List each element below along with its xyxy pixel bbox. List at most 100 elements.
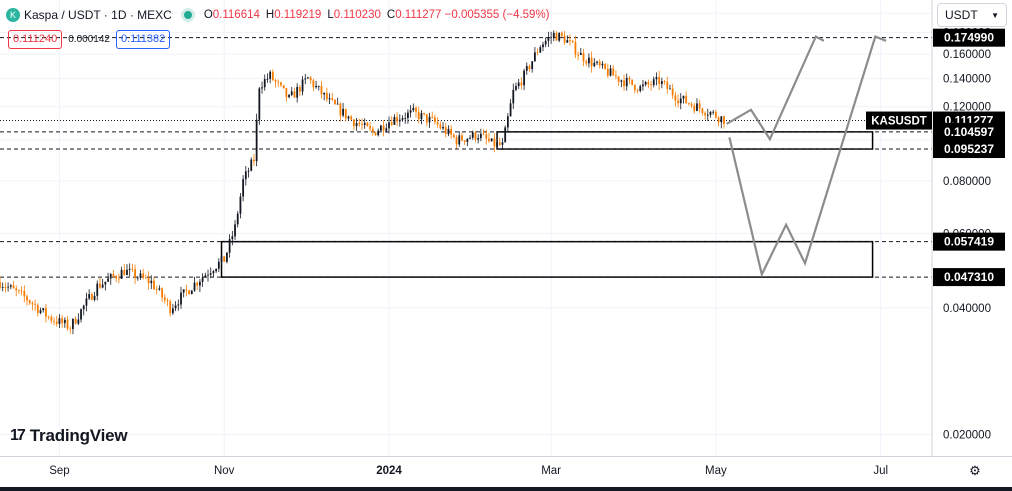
candle-body — [407, 112, 409, 119]
candle-body — [404, 118, 407, 119]
candle-body — [161, 288, 163, 298]
ohlc-values: O0.116614 H0.119219 L0.110230 C0.111277 −0.… — [204, 9, 556, 21]
candle-body — [577, 54, 580, 56]
candle-body — [506, 116, 509, 128]
candle-body — [628, 77, 631, 80]
candle-body — [723, 116, 725, 124]
candle-body — [463, 140, 466, 142]
candle-body — [420, 113, 423, 120]
candle-body — [123, 269, 126, 275]
spread-value: 0.000142 — [68, 34, 110, 45]
candle-body — [163, 297, 166, 301]
candle-body — [588, 57, 590, 64]
candle-body — [655, 76, 658, 80]
candle-body — [266, 78, 269, 80]
candle-body — [180, 292, 182, 305]
candle-body — [107, 278, 109, 282]
y-tick-label: 0.080000 — [943, 176, 991, 188]
candle-body — [615, 75, 617, 77]
candle-body — [409, 110, 412, 113]
y-tick-label: 0.040000 — [943, 303, 991, 315]
candle-body — [706, 114, 709, 116]
candle-body — [274, 79, 277, 82]
candle-body — [36, 305, 39, 313]
symbol-badge — [866, 111, 932, 130]
candle-body — [169, 301, 172, 314]
candle-body — [714, 111, 717, 118]
candle-body — [423, 113, 426, 115]
candle-body — [623, 80, 625, 87]
candle-body — [642, 84, 644, 87]
candle-body — [550, 37, 552, 38]
candle-body — [509, 103, 512, 117]
candle-body — [215, 268, 218, 272]
candle-body — [96, 283, 99, 296]
candle-body — [355, 123, 358, 127]
candle-body — [217, 261, 220, 269]
candle-body — [253, 159, 255, 162]
candle-body — [298, 86, 301, 92]
candle-body — [690, 103, 693, 106]
candle-body — [601, 63, 604, 66]
candle-body — [20, 290, 23, 292]
ohlc-value: 0.111277 −0.005355 (−4.59%) — [395, 9, 550, 21]
candle-body — [669, 88, 671, 90]
price-badge — [933, 28, 1005, 47]
candle-body — [701, 108, 704, 114]
buy-price-button[interactable]: 0.111382 — [115, 30, 171, 49]
candle-body — [566, 40, 569, 43]
candle-body — [398, 119, 401, 122]
symbol-badge-text: KASUSDT — [871, 116, 927, 128]
candle-body — [482, 133, 485, 135]
candle-body — [596, 61, 598, 63]
candle-body — [182, 289, 185, 293]
candle-body — [34, 304, 37, 306]
candle-body — [39, 310, 42, 313]
candle-body — [220, 256, 223, 262]
ohlc-value: 0.110230 — [333, 9, 381, 21]
candle-body — [436, 121, 439, 125]
price-badge — [933, 268, 1005, 287]
candle-body — [239, 196, 242, 214]
sell-price-button[interactable]: 0.111240 — [8, 30, 63, 49]
gear-icon[interactable]: ⚙ — [969, 463, 981, 478]
currency-label: USDT — [945, 8, 978, 22]
candle-body — [63, 319, 66, 324]
symbol-title[interactable]: Kaspa / USDT · 1D · MEXC — [24, 8, 172, 22]
candle-body — [88, 294, 91, 299]
candle-body — [650, 84, 652, 86]
ohlc-key: O — [203, 9, 213, 21]
candle-body — [609, 68, 612, 76]
candle-body — [412, 107, 415, 111]
candle-body — [309, 77, 312, 81]
candle-body — [204, 275, 207, 278]
candle-body — [517, 82, 520, 87]
candle-body — [431, 116, 434, 118]
candle-body — [0, 282, 1, 288]
candle-body — [7, 286, 10, 288]
candle-body — [528, 66, 531, 70]
candle-body — [18, 290, 20, 292]
currency-select[interactable]: USDT ▼ — [937, 3, 1007, 27]
candle-body — [315, 85, 317, 88]
candle-body — [228, 239, 231, 253]
candle-body — [652, 79, 655, 86]
candle-body — [171, 308, 174, 314]
candle-body — [190, 290, 193, 295]
candle-body — [720, 116, 723, 123]
candle-body — [717, 117, 720, 123]
candle-body — [693, 105, 696, 111]
candle-body — [625, 77, 628, 87]
market-status-icon[interactable] — [183, 11, 192, 19]
candle-body — [9, 285, 12, 287]
chart-legend: K Kaspa / USDT · 1D · MEXC O0.116614 H0.1… — [6, 6, 556, 24]
candle-body — [496, 142, 498, 147]
candle-body — [466, 138, 469, 142]
candle-body — [639, 86, 642, 91]
candle-body — [339, 103, 342, 116]
candle-body — [598, 61, 601, 66]
candle-body — [533, 52, 536, 62]
candle-body — [296, 86, 299, 98]
price-badge-text: 0.095237 — [944, 142, 994, 156]
